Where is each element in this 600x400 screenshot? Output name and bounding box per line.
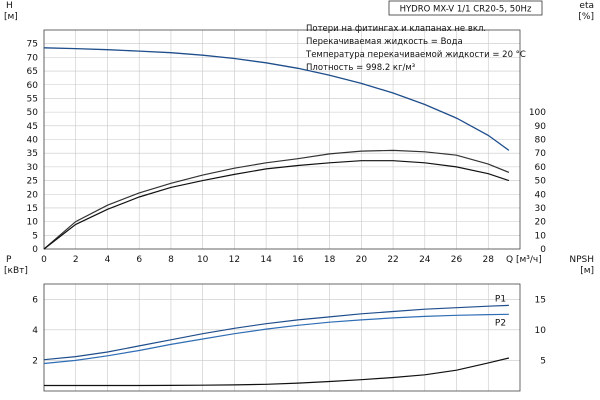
chart1-y-left-tick: 25 [27,177,38,187]
chart1-y-left-tick: 40 [27,136,39,146]
chart2-y-right-unit: [м] [580,266,594,276]
chart2-y-left-tick: 6 [32,295,38,305]
chart2-y-left-unit: [кВт] [4,266,28,276]
chart1-x-tick: 28 [483,255,495,265]
chart1-y-right-unit: [%] [578,12,594,22]
chart1-x-tick: 12 [229,255,240,265]
chart1-y-left-tick: 45 [27,122,38,132]
chart1-y-left-tick: 5 [32,231,38,241]
chart1-y-right-tick: 10 [535,231,547,241]
chart1-x-tick: 2 [73,255,79,265]
chart1-y-left-tick: 30 [27,163,39,173]
chart1-y-right-tick: 70 [535,149,547,159]
chart1-y-right-tick: 60 [535,163,547,173]
chart1-y-right-tick: 80 [535,136,547,146]
chart2-series-3-line [44,357,510,387]
chart1-y-right-tick: 20 [535,218,547,228]
chart2-y-left-tick: 2 [32,356,38,366]
chart1-y-right-tick: 50 [535,177,547,187]
chart2-series-label-p2: P2 [495,318,506,328]
chart2-y-right-tick: 10 [535,326,547,336]
chart1-x-tick: 8 [168,255,174,265]
chart1-y-left-tick: 55 [27,94,38,104]
note-line-1: Потери на фитингах и клапанах не вкл. [306,24,486,34]
chart1-x-tick: 6 [136,255,142,265]
title-box-text: HYDRO MX-V 1/1 CR20-5, 50Hz [400,5,532,15]
chart1-x-tick: 16 [292,255,304,265]
chart1-x-tick: 20 [356,255,368,265]
chart1-y-left-tick: 60 [27,81,39,91]
chart1-y-left-tick: 50 [27,108,39,118]
chart2-series-1-line [43,304,509,361]
chart2-y-left-tick: 4 [32,326,38,336]
chart2-y-left-label: P [6,255,12,265]
chart1-y-left-tick: 75 [27,40,38,50]
chart1-y-left-tick: 0 [32,245,38,255]
chart1-x-tick: 0 [41,255,47,265]
chart1-y-left-tick: 20 [27,190,39,200]
chart1-series-2-line [43,149,510,250]
chart2-series-2-line [43,313,509,365]
chart1-x-tick: 22 [387,255,398,265]
chart1-x-tick: 10 [197,255,209,265]
title-box [388,0,543,16]
chart1-series-3-line [43,160,510,250]
chart1-y-left-tick: 70 [27,53,39,63]
chart1-y-left-label: H [6,1,13,11]
chart1-y-left-tick: 35 [27,149,38,159]
chart2-y-right-tick: 5 [540,356,546,366]
chart1-y-left-tick: 15 [27,204,38,214]
note-line-2: Перекачиваемая жидкость = Вода [306,37,463,47]
chart1-x-tick: 14 [260,255,272,265]
chart1-y-right-tick: 30 [535,204,547,214]
chart1-y-right-tick: 0 [540,245,546,255]
note-line-4: Плотность = 998.2 кг/м³ [306,63,415,73]
chart1-y-left-unit: [м] [4,12,18,22]
chart2-y-right-label: NPSH [569,255,594,265]
chart1-y-right-tick: 90 [535,122,547,132]
chart2-series-label-p1: P1 [495,294,506,304]
chart1-series-1-line [43,47,510,151]
chart1-x-tick: 26 [451,255,463,265]
chart1-y-right-tick: 40 [535,190,547,200]
chart2-y-right-tick: 15 [535,295,546,305]
chart1-x-tick: 18 [324,255,336,265]
chart1-y-left-tick: 10 [27,218,39,228]
chart1-x-label: Q [м³/ч] [506,255,542,265]
chart1-y-right-tick: 100 [529,108,546,118]
chart1-x-tick: 24 [419,255,431,265]
note-line-3: Температура перекачиваемой жидкости = 20… [305,50,526,60]
chart2-plot-frame [43,283,521,392]
chart1-y-left-tick: 65 [27,67,38,77]
chart1-plot-frame [43,29,521,250]
chart1-x-tick: 4 [105,255,111,265]
chart1-y-right-label: eta [579,1,594,11]
